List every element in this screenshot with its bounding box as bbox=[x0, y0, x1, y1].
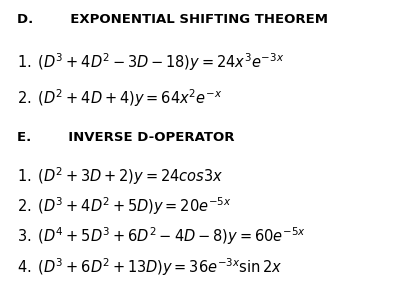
Text: $4.\;(D^3 + 6D^2 + 13D)y = 36e^{-3x}\sin 2x$: $4.\;(D^3 + 6D^2 + 13D)y = 36e^{-3x}\sin… bbox=[17, 256, 282, 278]
Text: D.        EXPONENTIAL SHIFTING THEOREM: D. EXPONENTIAL SHIFTING THEOREM bbox=[17, 13, 328, 26]
Text: $3.\;(D^4 + 5D^3 + 6D^2 - 4D - 8)y = 60e^{-5x}$: $3.\;(D^4 + 5D^3 + 6D^2 - 4D - 8)y = 60e… bbox=[17, 225, 305, 247]
Text: $1.\;(D^2 + 3D + 2)y = 24cos3x$: $1.\;(D^2 + 3D + 2)y = 24cos3x$ bbox=[17, 165, 223, 187]
Text: $2.\;(D^2 + 4D + 4)y = 64x^2e^{-x}$: $2.\;(D^2 + 4D + 4)y = 64x^2e^{-x}$ bbox=[17, 87, 222, 109]
Text: E.        INVERSE D-OPERATOR: E. INVERSE D-OPERATOR bbox=[17, 131, 234, 144]
Text: $1.\;(D^3 + 4D^2 - 3D - 18)y = 24x^3e^{-3x}$: $1.\;(D^3 + 4D^2 - 3D - 18)y = 24x^3e^{-… bbox=[17, 51, 284, 73]
Text: $2.\;(D^3 + 4D^2 + 5D)y = 20e^{-5x}$: $2.\;(D^3 + 4D^2 + 5D)y = 20e^{-5x}$ bbox=[17, 195, 231, 217]
